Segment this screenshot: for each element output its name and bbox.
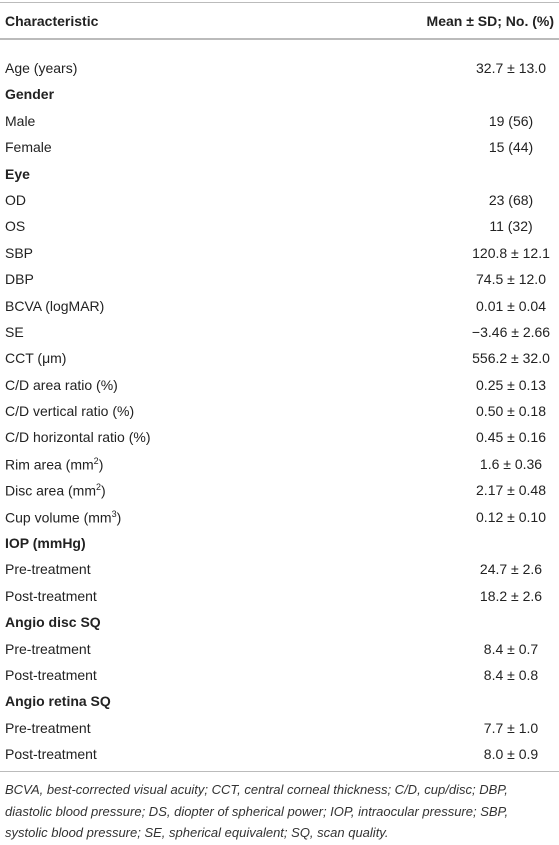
table-body: Age (years) 32.7 ± 13.0 Gender Male 19 (56) F…: [0, 55, 559, 768]
row-value: 19 (56): [488, 112, 534, 129]
table-row: OS 11 (32): [0, 213, 559, 239]
table-row: OD 23 (68): [0, 187, 559, 213]
row-label: OS: [5, 218, 26, 235]
table-row: Pre-treatment 8.4 ± 0.7: [0, 636, 559, 662]
row-value: 7.7 ± 1.0: [483, 719, 539, 736]
row-value: 0.25 ± 0.13: [476, 376, 546, 393]
table-row: Eye: [0, 161, 559, 187]
row-label: Male: [5, 112, 36, 129]
label-part: Rim area (mm: [5, 456, 94, 473]
table-row: C/D area ratio (%) 0.25 ± 0.13: [0, 372, 559, 398]
section-label: Angio retina SQ: [5, 693, 111, 710]
row-label: Age (years): [5, 60, 78, 76]
row-label: SE: [5, 323, 24, 340]
label-part: ): [116, 509, 122, 526]
table-row: Gender: [0, 81, 559, 107]
row-label: SBP: [5, 244, 34, 261]
table-header: Characteristic Mean ± SD; No. (%): [0, 2, 559, 40]
header-cell: Mean ± SD; No. (%): [426, 13, 554, 29]
row-label: BCVA (logMAR): [5, 297, 105, 314]
row-value: 0.12 ± 0.10: [476, 508, 546, 525]
row-label: C/D vertical ratio (%): [5, 403, 135, 420]
row-label: Cup volume (mm3): [5, 509, 121, 526]
footnote: BCVA, best-corrected visual acuity; CCT,…: [5, 782, 509, 840]
row-value: 120.8 ± 12.1: [472, 244, 550, 261]
table-row: Rim area (mm2) 1.6 ± 0.36: [0, 451, 559, 477]
table-row: Pre-treatment 24.7 ± 2.6: [0, 556, 559, 582]
bottom-rule: [0, 771, 559, 772]
table-row: Male 19 (56): [0, 108, 559, 134]
table-row: Disc area (mm2) 2.17 ± 0.48: [0, 477, 559, 503]
table-row: DBP 74.5 ± 12.0: [0, 266, 559, 292]
table-row: IOP (mmHg): [0, 530, 559, 556]
row-label: Pre-treatment: [5, 719, 91, 736]
table-row: SE −3.46 ± 2.66: [0, 319, 559, 345]
table-row: BCVA (logMAR) 0.01 ± 0.04: [0, 293, 559, 319]
row-value: 32.7 ± 13.0: [476, 60, 546, 76]
row-value: 0.50 ± 0.18: [476, 403, 546, 420]
row-value: 74.5 ± 12.0: [476, 271, 546, 288]
section-label: IOP (mmHg): [5, 535, 86, 552]
row-value: 8.4 ± 0.8: [483, 666, 539, 683]
table-row: Pre-treatment 7.7 ± 1.0: [0, 715, 559, 741]
row-value: 2.17 ± 0.48: [476, 482, 546, 499]
row-label: Disc area (mm2): [5, 482, 106, 499]
row-value: 11 (32): [489, 218, 533, 235]
row-value: 556.2 ± 32.0: [472, 350, 550, 367]
table-row: SBP 120.8 ± 12.1: [0, 240, 559, 266]
table-row: CCT (μm) 556.2 ± 32.0: [0, 345, 559, 371]
row-label: OD: [5, 191, 26, 208]
row-value: 1.6 ± 0.36: [479, 455, 543, 472]
row-label: Pre-treatment: [5, 561, 91, 578]
row-label: Pre-treatment: [5, 640, 91, 657]
label-part: ): [98, 456, 104, 473]
table-row: Female 15 (44): [0, 134, 559, 160]
table-row: Post-treatment 8.4 ± 0.8: [0, 662, 559, 688]
row-value: −3.46 ± 2.66: [471, 323, 551, 340]
label-part: Cup volume (mm: [5, 509, 112, 526]
row-label: DBP: [5, 271, 34, 288]
row-value: 0.01 ± 0.04: [476, 297, 546, 314]
row-value: 0.45 ± 0.16: [476, 429, 546, 446]
section-label: Angio disc SQ: [5, 614, 101, 631]
table-row: Cup volume (mm3) 0.12 ± 0.10: [0, 504, 559, 530]
row-value: 15 (44): [488, 139, 534, 156]
row-label: C/D area ratio (%): [5, 376, 118, 393]
label-part: 2: [96, 482, 102, 493]
table-row: Post-treatment 18.2 ± 2.6: [0, 583, 559, 609]
table-row: C/D horizontal ratio (%) 0.45 ± 0.16: [0, 424, 559, 450]
row-label: CCT (μm): [5, 350, 67, 367]
label-part: 2: [93, 455, 99, 466]
row-value: 8.4 ± 0.7: [483, 640, 539, 657]
table-row: Angio disc SQ: [0, 609, 559, 635]
table-row: Post-treatment 8.0 ± 0.9: [0, 741, 559, 767]
row-value: 18.2 ± 2.6: [479, 587, 543, 604]
row-value: 24.7 ± 2.6: [479, 561, 543, 578]
section-label: Gender: [5, 86, 55, 103]
row-label: C/D horizontal ratio (%): [5, 429, 151, 446]
row-label: Rim area (mm2): [5, 456, 103, 473]
row-label: Female: [5, 139, 52, 156]
row-label: Post-treatment: [5, 587, 97, 604]
table-row: C/D vertical ratio (%) 0.50 ± 0.18: [0, 398, 559, 424]
label-part: Disc area (mm: [5, 482, 97, 499]
row-value: 8.0 ± 0.9: [483, 746, 539, 763]
table-row: Angio retina SQ: [0, 688, 559, 714]
row-label: Post-treatment: [5, 666, 97, 683]
row-value: 23 (68): [488, 191, 534, 208]
section-label: Eye: [5, 165, 30, 182]
label-part: 3: [111, 508, 117, 519]
row-label: Post-treatment: [5, 746, 97, 763]
header-cell: Characteristic: [5, 13, 99, 29]
label-part: ): [101, 482, 106, 499]
table-row: Age (years) 32.7 ± 13.0: [0, 55, 559, 81]
